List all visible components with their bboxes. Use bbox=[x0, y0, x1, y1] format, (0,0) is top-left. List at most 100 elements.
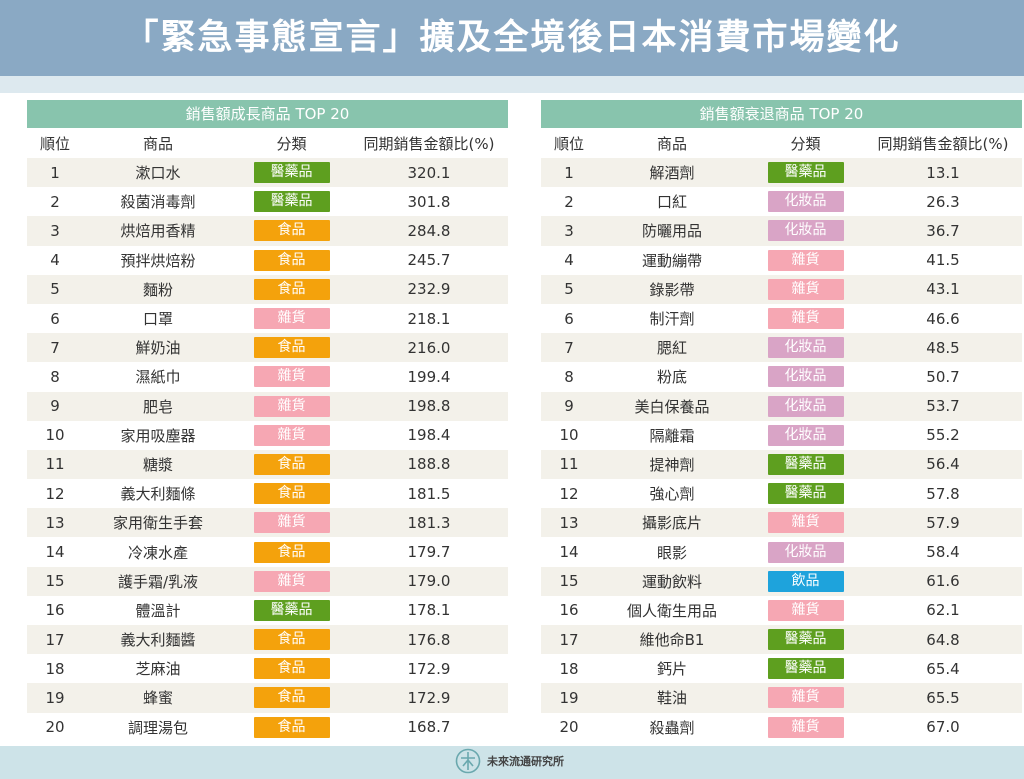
category-badge: 醫藥品 bbox=[767, 483, 844, 505]
rank-cell: 11 bbox=[559, 455, 579, 474]
category-badge: 雜貨 bbox=[253, 424, 330, 446]
product-cell: 鮮奶油 bbox=[135, 339, 181, 358]
category-badge: 雜貨 bbox=[767, 278, 844, 300]
table-row: 19 蜂蜜 食品 172.9 bbox=[27, 683, 508, 713]
category-badge: 食品 bbox=[253, 337, 330, 359]
category-badge: 化妝品 bbox=[767, 366, 844, 388]
category-badge: 雜貨 bbox=[253, 308, 330, 330]
product-cell: 殺菌消毒劑 bbox=[120, 193, 196, 212]
value-cell: 172.9 bbox=[407, 688, 451, 707]
table-row: 11 提神劑 醫藥品 56.4 bbox=[541, 449, 1022, 480]
col-category: 分類 bbox=[790, 134, 821, 153]
category-badge: 醫藥品 bbox=[767, 658, 844, 680]
category-cell: 化妝品 bbox=[747, 541, 864, 563]
rank-cell: 13 bbox=[45, 513, 65, 532]
rank-cell: 1 bbox=[50, 163, 60, 182]
rank-cell: 16 bbox=[559, 601, 579, 620]
table-row: 4 運動繃帶 雜貨 41.5 bbox=[541, 246, 1022, 275]
product-cell: 錄影帶 bbox=[649, 280, 695, 299]
rank-cell: 17 bbox=[45, 630, 65, 649]
category-badge: 化妝品 bbox=[767, 424, 844, 446]
value-cell: 36.7 bbox=[926, 221, 960, 240]
value-cell: 50.7 bbox=[926, 367, 960, 386]
category-badge: 雜貨 bbox=[253, 395, 330, 417]
rank-cell: 20 bbox=[559, 718, 579, 737]
product-cell: 家用吸塵器 bbox=[120, 426, 196, 445]
category-cell: 化妝品 bbox=[747, 191, 864, 213]
value-cell: 55.2 bbox=[926, 426, 960, 445]
logo-icon bbox=[455, 748, 481, 774]
table-row: 20 殺蟲劑 雜貨 67.0 bbox=[541, 713, 1022, 742]
value-cell: 245.7 bbox=[407, 251, 451, 270]
category-cell: 雜貨 bbox=[233, 395, 350, 417]
value-cell: 57.8 bbox=[926, 484, 960, 503]
product-cell: 麵粉 bbox=[142, 280, 173, 299]
category-cell: 雜貨 bbox=[233, 424, 350, 446]
rank-cell: 3 bbox=[564, 221, 574, 240]
table-row: 6 口罩 雜貨 218.1 bbox=[27, 304, 508, 333]
category-cell: 食品 bbox=[233, 453, 350, 475]
rank-cell: 18 bbox=[559, 659, 579, 678]
category-cell: 化妝品 bbox=[747, 424, 864, 446]
table-row: 19 鞋油 雜貨 65.5 bbox=[541, 683, 1022, 713]
product-cell: 眼影 bbox=[656, 543, 687, 562]
value-cell: 13.1 bbox=[926, 163, 960, 182]
col-product: 商品 bbox=[656, 134, 687, 153]
product-cell: 調理湯包 bbox=[127, 718, 188, 737]
product-cell: 口罩 bbox=[142, 310, 173, 329]
category-cell: 食品 bbox=[233, 541, 350, 563]
category-cell: 醫藥品 bbox=[747, 162, 864, 184]
category-cell: 雜貨 bbox=[233, 308, 350, 330]
category-badge: 食品 bbox=[253, 687, 330, 709]
table-row: 2 口紅 化妝品 26.3 bbox=[541, 187, 1022, 216]
col-value: 同期銷售金額比(%) bbox=[363, 134, 495, 153]
table-row: 18 芝麻油 食品 172.9 bbox=[27, 654, 508, 683]
value-cell: 320.1 bbox=[407, 163, 451, 182]
table-row: 9 美白保養品 化妝品 53.7 bbox=[541, 391, 1022, 421]
product-cell: 個人衛生用品 bbox=[626, 601, 717, 620]
table-row: 18 鈣片 醫藥品 65.4 bbox=[541, 654, 1022, 683]
table-row: 15 運動飲料 飲品 61.6 bbox=[541, 566, 1022, 596]
value-cell: 216.0 bbox=[407, 338, 451, 357]
value-cell: 179.7 bbox=[407, 543, 451, 562]
category-badge: 醫藥品 bbox=[253, 191, 330, 213]
table-row: 1 漱口水 醫藥品 320.1 bbox=[27, 158, 508, 188]
rank-cell: 5 bbox=[50, 280, 60, 299]
category-cell: 雜貨 bbox=[233, 512, 350, 534]
category-badge: 雜貨 bbox=[253, 570, 330, 592]
table-row: 14 冷凍水產 食品 179.7 bbox=[27, 537, 508, 566]
table-row: 8 粉底 化妝品 50.7 bbox=[541, 362, 1022, 391]
rank-cell: 16 bbox=[45, 601, 65, 620]
category-badge: 化妝品 bbox=[767, 191, 844, 213]
value-cell: 46.6 bbox=[926, 309, 960, 328]
category-badge: 雜貨 bbox=[767, 716, 844, 738]
category-cell: 雜貨 bbox=[747, 599, 864, 621]
rank-cell: 15 bbox=[45, 572, 65, 591]
product-cell: 體溫計 bbox=[135, 601, 181, 620]
table-row: 5 錄影帶 雜貨 43.1 bbox=[541, 274, 1022, 304]
category-cell: 醫藥品 bbox=[747, 483, 864, 505]
footer-bar bbox=[0, 746, 1024, 779]
category-badge: 雜貨 bbox=[767, 512, 844, 534]
product-cell: 粉底 bbox=[656, 368, 687, 387]
category-badge: 醫藥品 bbox=[767, 629, 844, 651]
category-cell: 醫藥品 bbox=[233, 191, 350, 213]
category-cell: 雜貨 bbox=[747, 687, 864, 709]
rank-cell: 12 bbox=[45, 484, 65, 503]
category-cell: 食品 bbox=[233, 220, 350, 242]
table-row: 10 家用吸塵器 雜貨 198.4 bbox=[27, 421, 508, 450]
category-badge: 醫藥品 bbox=[767, 162, 844, 184]
table-row: 16 個人衛生用品 雜貨 62.1 bbox=[541, 596, 1022, 625]
category-badge: 食品 bbox=[253, 249, 330, 271]
category-badge: 雜貨 bbox=[767, 308, 844, 330]
category-cell: 雜貨 bbox=[747, 278, 864, 300]
column-headers: 順位 商品 分類 同期銷售金額比(%) bbox=[541, 128, 1022, 158]
rank-cell: 1 bbox=[564, 163, 574, 182]
table-row: 13 攝影底片 雜貨 57.9 bbox=[541, 508, 1022, 538]
page-title: 「緊急事態宣言」擴及全境後日本消費市場變化 bbox=[123, 18, 901, 58]
category-cell: 雜貨 bbox=[747, 249, 864, 271]
value-cell: 57.9 bbox=[926, 513, 960, 532]
product-cell: 義大利麵醬 bbox=[120, 631, 196, 650]
value-cell: 53.7 bbox=[926, 397, 960, 416]
rank-cell: 18 bbox=[45, 659, 65, 678]
